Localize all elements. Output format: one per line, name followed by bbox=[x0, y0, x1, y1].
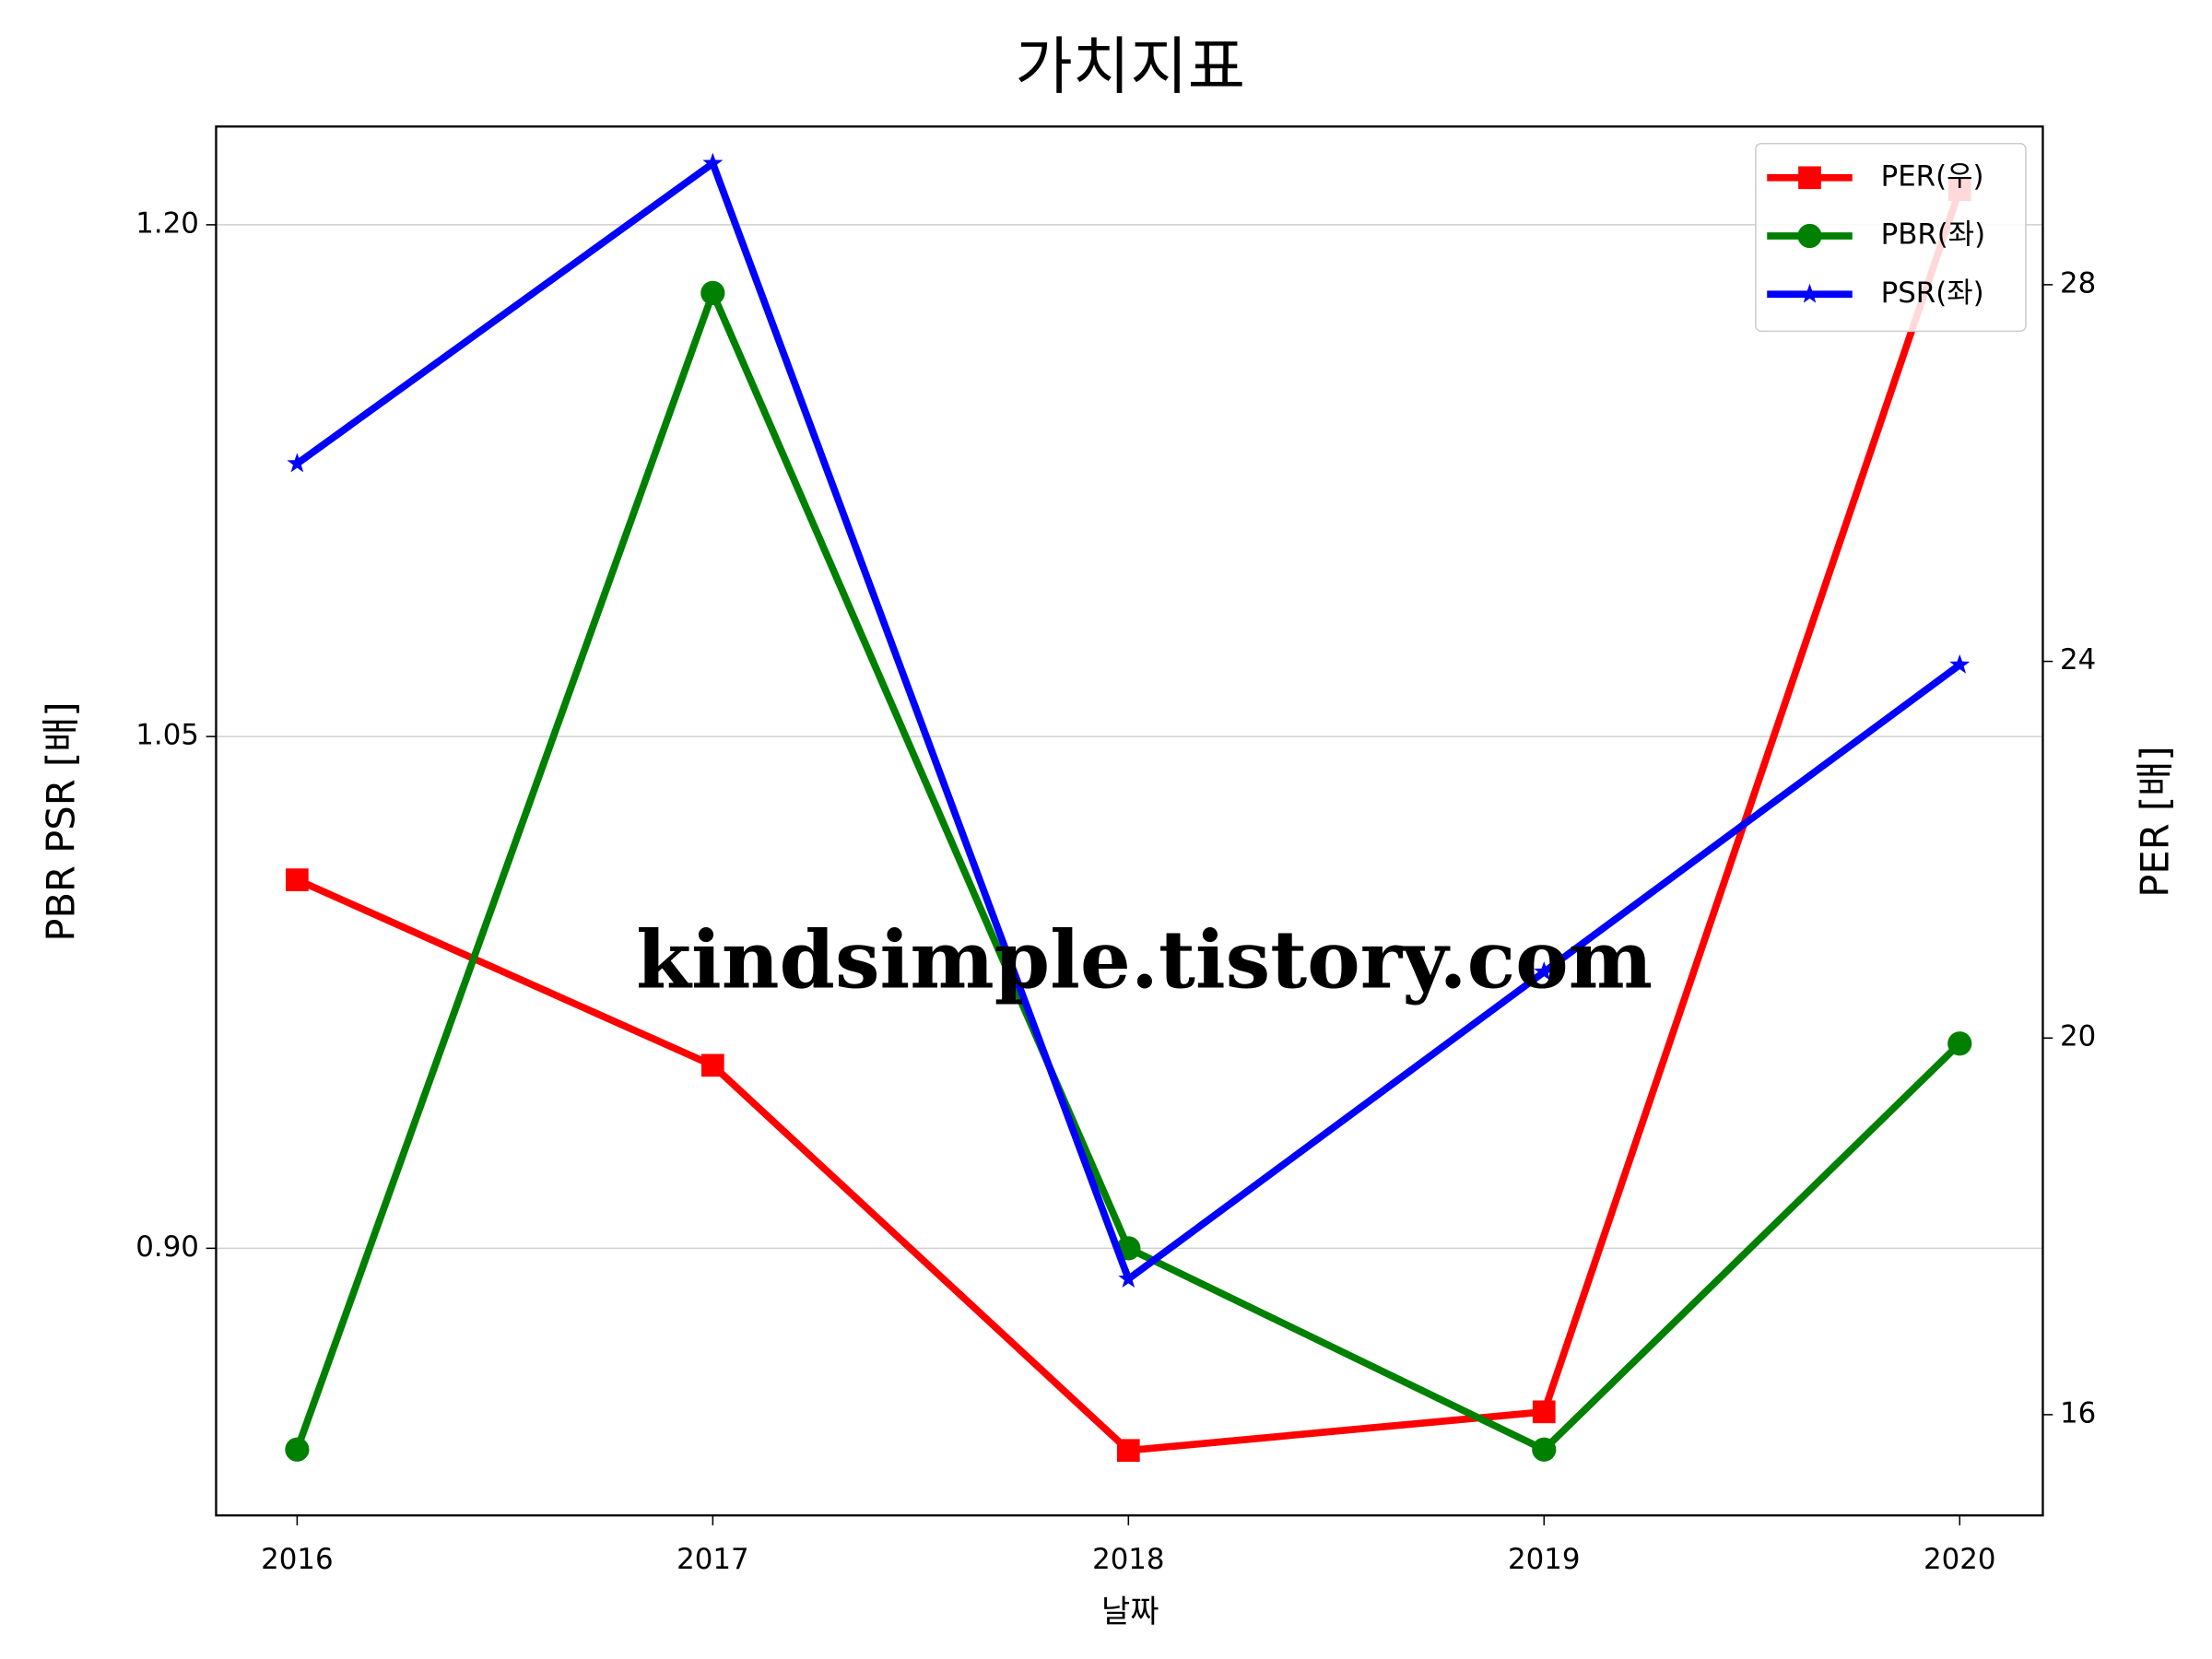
axes-frame bbox=[215, 125, 2044, 1517]
y-tick-label: 1.20 bbox=[135, 206, 199, 240]
marker bbox=[1949, 653, 1971, 674]
legend-box bbox=[1755, 143, 2027, 333]
y-axis-label: PBR PSR [배] bbox=[38, 701, 83, 941]
y-tick-label: 0.90 bbox=[135, 1230, 199, 1264]
y2-axis-label: PER [배] bbox=[2132, 746, 2177, 897]
x-tick-label: 2020 bbox=[1924, 1543, 1995, 1576]
marker bbox=[701, 1053, 724, 1077]
x-tick-label: 2016 bbox=[261, 1543, 333, 1576]
y2-tick-label: 28 bbox=[2060, 266, 2096, 300]
legend-marker bbox=[1799, 283, 1820, 303]
legend-label: PSR(좌) bbox=[1881, 276, 1984, 310]
y-tick-label: 1.05 bbox=[135, 719, 199, 752]
series-line bbox=[295, 188, 1963, 1454]
marker bbox=[700, 280, 725, 306]
y2-tick-label: 20 bbox=[2060, 1020, 2096, 1053]
x-tick-label: 2019 bbox=[1508, 1543, 1580, 1576]
legend-label: PBR(좌) bbox=[1881, 218, 1986, 252]
chart-title: 가치지표 bbox=[1015, 31, 1245, 104]
marker bbox=[286, 868, 309, 891]
x-tick-label: 2017 bbox=[677, 1543, 748, 1576]
y2-tick-label: 24 bbox=[2060, 643, 2096, 677]
marker bbox=[1532, 1400, 1556, 1424]
legend-label: PER(우) bbox=[1881, 159, 1984, 193]
marker bbox=[702, 152, 724, 172]
watermark: kindsimple.tistory.com bbox=[636, 913, 1653, 1006]
marker bbox=[1532, 1437, 1557, 1462]
x-axis-label: 날짜 bbox=[1101, 1594, 1159, 1630]
marker bbox=[1534, 960, 1555, 981]
series-line bbox=[295, 159, 1962, 1283]
marker bbox=[287, 453, 308, 473]
y2-tick-label: 16 bbox=[2060, 1396, 2096, 1430]
marker bbox=[1947, 1031, 1972, 1056]
x-tick-label: 2018 bbox=[1092, 1543, 1164, 1576]
legend-marker bbox=[1797, 223, 1822, 249]
legend-marker bbox=[1798, 166, 1821, 190]
marker bbox=[285, 1437, 310, 1462]
marker bbox=[1116, 1439, 1140, 1463]
marker bbox=[1118, 1268, 1139, 1288]
